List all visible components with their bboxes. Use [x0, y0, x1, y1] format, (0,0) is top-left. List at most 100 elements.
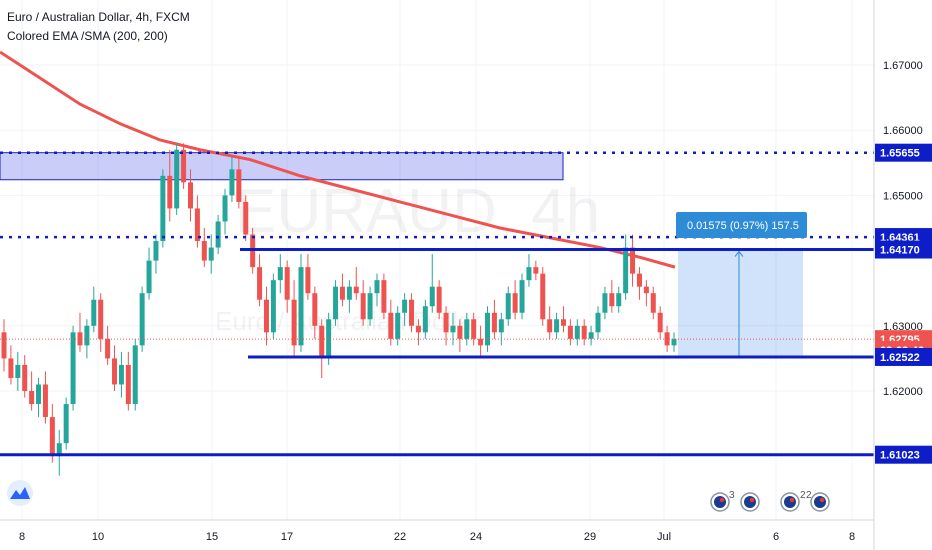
candles-layer [1, 143, 677, 476]
indicator-title: Colored EMA /SMA (200, 200) [7, 29, 168, 43]
time-tick-label: 17 [281, 531, 293, 543]
candle-body [374, 280, 380, 294]
price-tick-label: 1.67000 [883, 60, 923, 72]
candle-body [450, 325, 456, 333]
candle-body [70, 332, 76, 405]
candle-body [588, 332, 594, 339]
measure-tool[interactable]: 0.01575 (0.97%) 157.5 [676, 212, 807, 238]
event-flag-core [744, 496, 756, 508]
price-tag-box [875, 240, 932, 259]
candle-body [277, 267, 283, 281]
candle-body [512, 293, 518, 313]
candle-bearish [98, 293, 104, 352]
candle-bearish [409, 293, 415, 333]
time-axis[interactable]: 8 10 15 17 22 24 29 Jul 6 8 [0, 519, 874, 543]
candle-bullish [526, 254, 532, 287]
candle-bullish [270, 273, 276, 339]
candle-body [284, 267, 290, 300]
price-tag-box [875, 347, 932, 366]
candle-body [263, 299, 269, 333]
candle-bullish [602, 286, 608, 320]
candle-body [319, 325, 325, 359]
candle-body [636, 273, 642, 287]
candle-body [153, 241, 159, 261]
candle-bearish [478, 325, 484, 359]
measure-arrow-head [734, 250, 744, 257]
levels-layer [0, 151, 874, 457]
candle-bearish [609, 280, 615, 313]
candle-body [118, 364, 124, 385]
candle-body [657, 312, 663, 333]
candle-body [574, 325, 580, 339]
candle-body [63, 404, 69, 444]
candle-body [222, 195, 228, 222]
ema-sma-200-line [0, 50, 676, 269]
candle-bullish [464, 312, 470, 346]
candle-bearish [29, 371, 35, 411]
candle-body [415, 325, 421, 333]
candle-body [8, 358, 14, 378]
price-axis[interactable]: 1.67000 1.66000 1.65000 1.63000 1.62000 1.656… [873, 0, 932, 550]
candle-bullish [208, 234, 214, 274]
candle-body [243, 201, 249, 235]
event-flag-icon[interactable] [810, 492, 830, 512]
candle-bearish [540, 267, 546, 326]
candle-bullish [139, 286, 145, 352]
candle-body [56, 443, 62, 457]
time-tick-label: 22 [394, 531, 406, 543]
event-flag-icon[interactable] [710, 492, 730, 512]
candle-bullish [153, 234, 159, 274]
candle-body [616, 293, 622, 307]
candle-bullish [671, 332, 677, 352]
candle-body [602, 293, 608, 313]
candle-bullish [132, 338, 138, 411]
candle-body [533, 267, 539, 274]
event-flag-icon[interactable] [780, 492, 800, 512]
candle-body [609, 293, 615, 307]
candle-bearish [181, 143, 187, 189]
candle-body [360, 293, 366, 320]
candle-body [49, 417, 55, 457]
candle-bearish [457, 319, 463, 352]
event-flag-dot [819, 497, 825, 503]
candle-body [201, 241, 207, 261]
candle-bearish [547, 306, 553, 339]
candle-bearish [167, 149, 173, 222]
candle-bullish [222, 188, 228, 235]
candle-bearish [236, 156, 242, 209]
supply-zone [0, 152, 564, 181]
price-tick-label: 1.63000 [883, 321, 923, 333]
candle-body [112, 358, 118, 385]
candle-bearish [664, 325, 670, 352]
candle-bullish [277, 254, 283, 294]
candle-bullish [623, 234, 629, 300]
candle-body [105, 338, 111, 359]
candle-body [630, 247, 636, 274]
candle-bullish [298, 254, 304, 352]
candle-bullish [174, 143, 180, 215]
price-tick-label: 1.62000 [883, 386, 923, 398]
measure-label: 0.01575 (0.97%) 157.5 [687, 220, 799, 232]
candle-bearish [443, 306, 449, 346]
tradingview-logo[interactable] [7, 480, 33, 506]
candle-body [339, 286, 345, 300]
candle-body [167, 175, 173, 209]
candle-bullish [15, 351, 21, 391]
symbol-title: Euro / Australian Dollar, 4h, FXCM [7, 10, 190, 24]
candle-bearish [415, 319, 421, 346]
event-count-badge: 2 [806, 490, 812, 501]
candle-body [298, 267, 304, 346]
candle-body [388, 312, 394, 339]
candle-bullish [229, 156, 235, 202]
event-flag-icon[interactable] [740, 492, 760, 512]
candle-body [429, 286, 435, 307]
candle-bearish [388, 299, 394, 346]
candle-bearish [1, 319, 7, 372]
time-tick-label: 29 [584, 531, 596, 543]
candle-body [305, 267, 311, 294]
candle-body [381, 280, 387, 313]
candle-bullish [346, 280, 352, 313]
